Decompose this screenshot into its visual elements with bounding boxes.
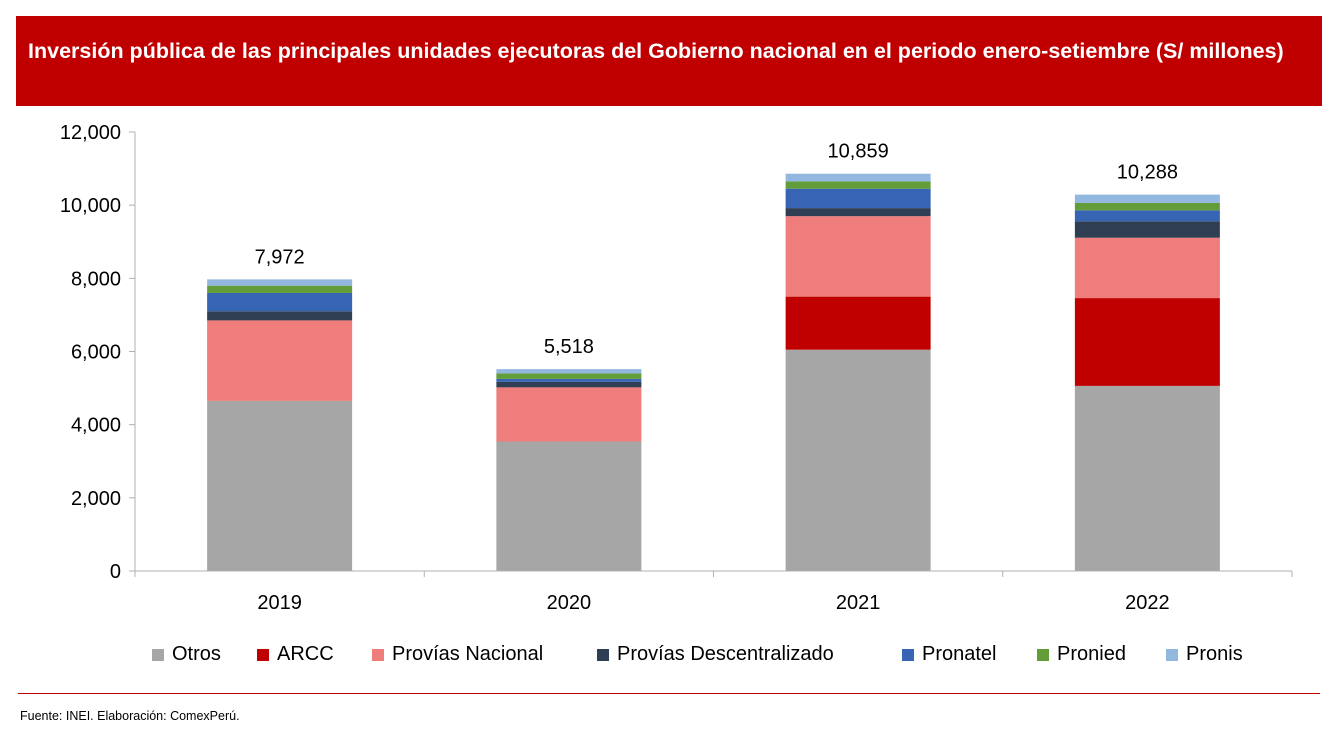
total-label: 10,288 (1117, 162, 1178, 184)
bar-segment-pronatel (1074, 210, 1220, 222)
legend-label: Pronis (1186, 643, 1243, 665)
y-tick-label: 4,000 (71, 415, 121, 437)
x-tick-label: 2022 (1125, 592, 1170, 614)
bar-segment-pronis (1074, 194, 1220, 203)
bar-segment-pronied (496, 373, 642, 379)
legend-item-pronied: Pronied (1037, 643, 1126, 666)
bar-segment-otros (1074, 385, 1220, 571)
bar-segment-prov-as-descentralizado (496, 381, 642, 388)
legend-label: Pronatel (922, 643, 997, 665)
bar-segment-pronis (207, 279, 353, 286)
total-label: 7,972 (255, 246, 305, 268)
legend-swatch (597, 648, 609, 661)
stacked-bar-chart: 0 2,000 4,000 6,000 8,000 10,000 12,000 7,972 20… (60, 122, 1293, 614)
bar-segment-pronatel (785, 188, 931, 209)
bar-segment-pronatel (496, 378, 642, 382)
bar-segment-pronis (785, 173, 931, 182)
y-tick-label: 2,000 (71, 488, 121, 510)
legend-swatch (1037, 648, 1049, 661)
legend-item-arcc: ARCC (257, 643, 334, 666)
bar-segment-otros (785, 349, 931, 571)
y-tick-label: 12,000 (60, 122, 121, 144)
legend-item-pronatel: Pronatel (902, 643, 997, 666)
legend-item-prov-as-nacional: Provías Nacional (372, 643, 543, 666)
legend-label: Provías Descentralizado (617, 643, 834, 665)
x-tick-label: 2021 (836, 592, 881, 614)
legend-item-otros: Otros (152, 643, 221, 666)
bar-segment-prov-as-descentralizado (207, 311, 353, 321)
legend-label: Pronied (1057, 643, 1126, 665)
x-tick-label: 2020 (547, 592, 592, 614)
bar-segment-prov-as-descentralizado (785, 208, 931, 217)
bar-segment-pronied (785, 181, 931, 189)
chart-title: Inversión pública de las principales uni… (28, 39, 1284, 63)
legend-item-prov-as-descentralizado: Provías Descentralizado (597, 643, 834, 666)
legend-swatch (257, 648, 269, 661)
bar-segment-pronis (496, 369, 642, 374)
legend-label: Provías Nacional (392, 643, 544, 665)
total-label: 5,518 (544, 336, 594, 358)
bar-segment-arcc (785, 296, 931, 350)
bar-segment-arcc (1074, 298, 1220, 386)
bar-segment-prov-as-nacional (496, 387, 642, 442)
bar-segment-pronied (1074, 202, 1220, 211)
legend-item-pronis: Pronis (1166, 643, 1243, 666)
legend-swatch (372, 648, 384, 661)
total-label: 10,859 (828, 141, 889, 163)
y-tick-label: 0 (110, 561, 121, 583)
bar-segment-prov-as-nacional (1074, 237, 1220, 299)
y-tick-label: 8,000 (71, 268, 121, 290)
bar-segment-pronatel (207, 292, 353, 312)
legend-swatch (902, 648, 914, 661)
source-note: Fuente: INEI. Elaboración: ComexPerú. (20, 709, 240, 723)
bar-segment-prov-as-nacional (785, 216, 931, 297)
footer-divider (18, 693, 1320, 694)
chart-legend: Otros ARCC Provías Nacional Provías Descent… (0, 643, 1339, 667)
y-tick-label: 10,000 (60, 195, 121, 217)
legend-label: ARCC (277, 643, 334, 665)
title-bar: Inversión pública de las principales uni… (16, 16, 1322, 106)
x-tick-label: 2019 (257, 592, 302, 614)
bar-segment-prov-as-nacional (207, 320, 353, 401)
y-tick-label: 6,000 (71, 342, 121, 364)
legend-label: Otros (172, 643, 221, 665)
bar-segment-pronied (207, 285, 353, 293)
legend-swatch (1166, 648, 1178, 661)
bar-segment-otros (207, 400, 353, 571)
bar-segment-prov-as-descentralizado (1074, 221, 1220, 238)
legend-swatch (152, 648, 164, 661)
bar-segment-otros (496, 441, 642, 571)
